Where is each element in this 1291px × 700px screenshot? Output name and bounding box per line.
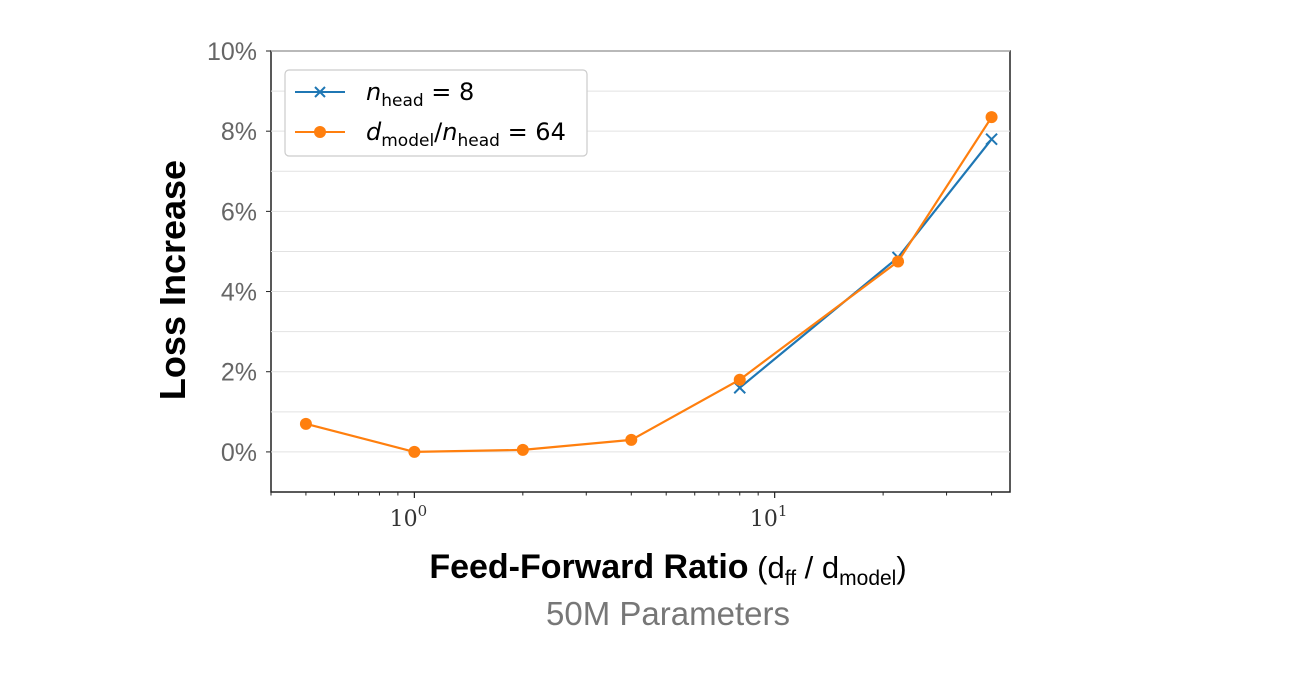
y-tick-label: 6%	[221, 198, 257, 226]
y-tick-label: 10%	[207, 38, 257, 66]
y-tick-label: 4%	[221, 279, 257, 307]
data-point-x	[985, 132, 998, 146]
y-tick-label: 0%	[221, 439, 257, 467]
x-ticks: 100 101	[270, 492, 993, 532]
y-tick-label: 2%	[221, 359, 257, 387]
data-point-circle	[299, 417, 312, 430]
legend-entry-dmodel: dmodel/nhead = 64	[295, 118, 566, 151]
data-point-circle	[985, 111, 998, 124]
data-point-circle	[408, 445, 421, 458]
legend-marker-o	[314, 126, 326, 138]
x-tick-label: 100	[390, 502, 428, 532]
legend-entry-nhead: nhead = 8	[295, 78, 474, 111]
y-axis-label: Loss Increase	[152, 160, 193, 400]
x-axis-label: Feed-Forward Ratio (dff / dmodel)	[429, 548, 906, 590]
data-point-circle	[625, 433, 638, 446]
data-point-circle	[892, 255, 905, 268]
data-point-circle	[733, 373, 746, 386]
legend-label-nhead: nhead = 8	[366, 78, 474, 111]
y-tick-label: 8%	[221, 118, 257, 146]
legend-label-dmodel: dmodel/nhead = 64	[366, 118, 566, 151]
x-tick-label: 101	[750, 502, 788, 532]
y-ticks: 0% 2% 4% 6% 8% 10%	[207, 38, 271, 467]
chart-subtitle: 50M Parameters	[546, 595, 790, 632]
series-group	[299, 111, 998, 458]
data-point-circle	[516, 443, 529, 456]
legend-box	[284, 69, 588, 157]
legend: nhead = 8 dmodel/nhead = 64	[284, 69, 588, 157]
legend-marker-x	[314, 86, 326, 98]
